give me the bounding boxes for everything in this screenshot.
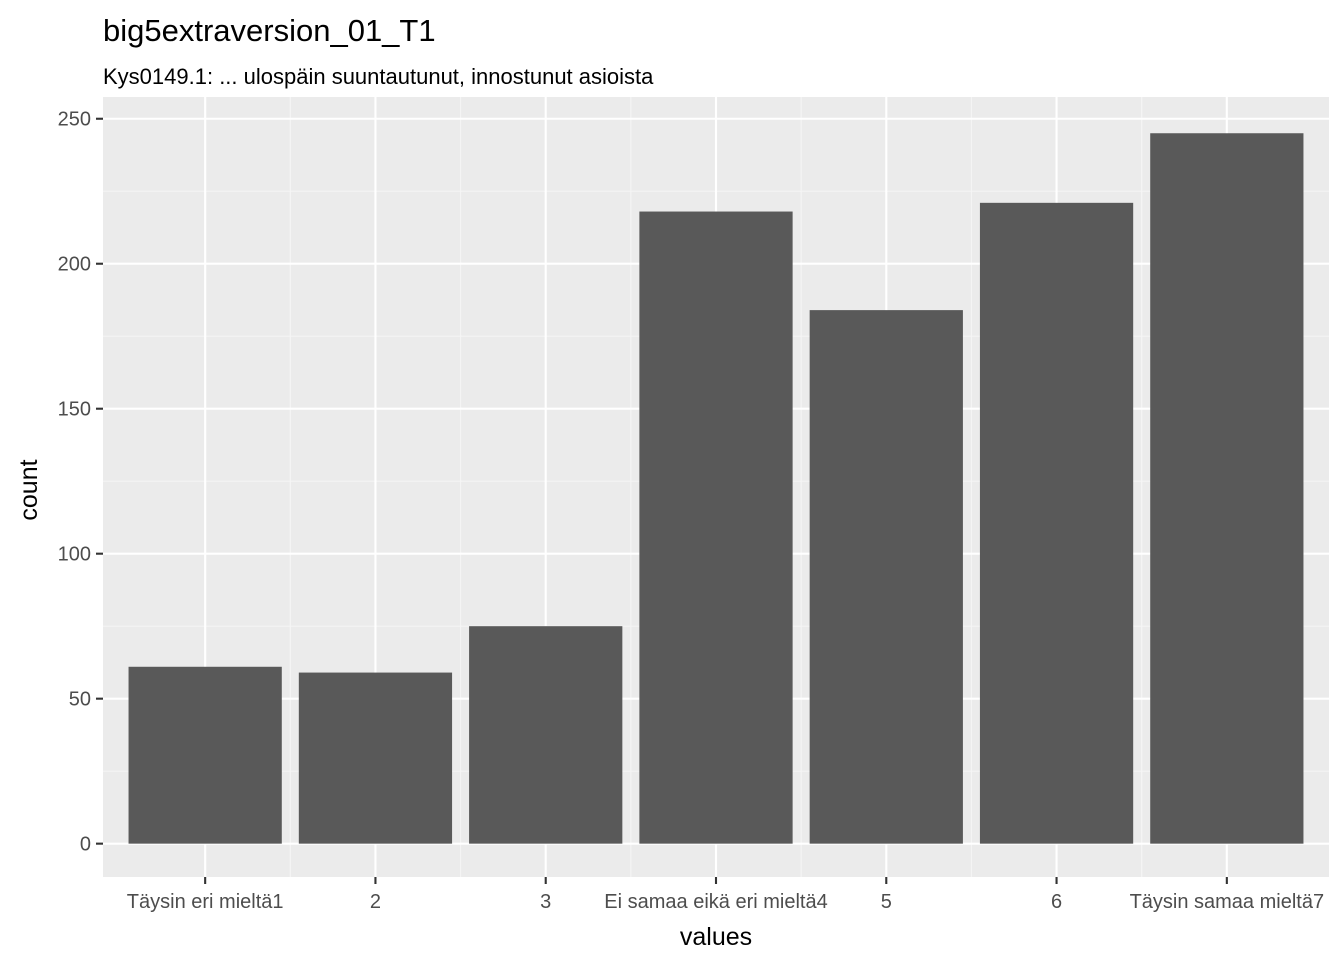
x-tick-label: 2 — [370, 891, 381, 913]
bar — [128, 666, 282, 844]
x-axis-title: values — [680, 923, 752, 951]
x-tick-label: 5 — [881, 891, 892, 913]
y-axis: 0 50 100 150 200 250 — [58, 109, 103, 856]
x-tick-label: 6 — [1051, 891, 1062, 913]
bar — [1150, 133, 1304, 844]
x-tick-label: Ei samaa eikä eri mieltä4 — [604, 891, 827, 913]
y-tick-label: 250 — [58, 109, 91, 131]
x-tick-label: Täysin samaa mieltä7 — [1130, 891, 1325, 913]
chart-title: big5extraversion_01_T1 — [103, 13, 436, 48]
x-axis: Täysin eri mieltä1 2 3 Ei samaa eikä eri mi… — [127, 877, 1324, 913]
bar — [809, 310, 963, 844]
bar — [979, 202, 1134, 844]
bar — [639, 211, 793, 844]
bars — [128, 133, 1304, 844]
x-tick-label: Täysin eri mieltä1 — [127, 891, 284, 913]
x-tick-label: 3 — [540, 891, 551, 913]
y-tick-label: 150 — [58, 399, 91, 421]
y-tick-label: 200 — [58, 254, 91, 276]
bar — [469, 626, 623, 844]
y-tick-label: 100 — [58, 544, 91, 566]
y-tick-label: 50 — [69, 689, 91, 711]
chart-subtitle: Kys0149.1: ... ulospäin suuntautunut, in… — [103, 64, 654, 89]
y-axis-title: count — [15, 459, 43, 520]
y-tick-label: 0 — [80, 834, 91, 856]
bar — [298, 672, 453, 844]
